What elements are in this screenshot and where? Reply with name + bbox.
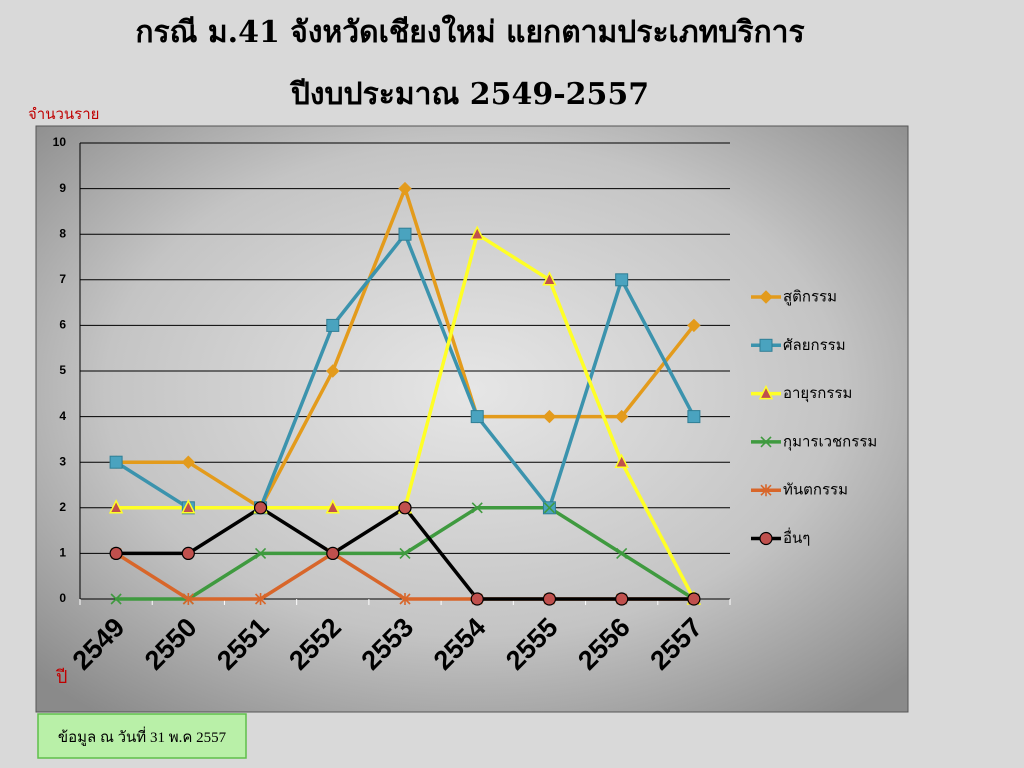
marker <box>181 499 196 514</box>
marker <box>615 592 629 606</box>
legend-label: ศัลยกรรม <box>783 336 846 354</box>
x-axis-label: ปี <box>56 667 68 687</box>
marker <box>615 273 629 287</box>
title-line: ปีงบประมาณ 2549-2557 <box>289 77 649 112</box>
marker <box>326 364 340 378</box>
marker <box>109 546 123 561</box>
legend-item: ศัลยกรรม <box>751 336 846 354</box>
y-tick-label: 8 <box>59 226 66 240</box>
marker <box>254 547 267 559</box>
title-line: กรณี ม.41 จังหวัดเชียงใหม่ แยกตามประเภทบ… <box>135 14 804 50</box>
legend-label: อายุรกรรม <box>783 384 852 403</box>
marker <box>109 455 123 469</box>
marker <box>253 501 268 515</box>
marker <box>254 593 267 605</box>
y-tick-label: 9 <box>59 181 66 195</box>
marker <box>687 318 701 333</box>
legend-marker <box>760 484 772 497</box>
legend-marker <box>760 436 772 448</box>
y-axis-label: จำนวนราย <box>28 105 99 123</box>
legend-item: สูติกรรม <box>751 288 837 306</box>
legend-label: อื่นๆ <box>783 527 810 547</box>
y-tick-label: 5 <box>59 363 66 377</box>
y-tick-label: 3 <box>59 454 66 468</box>
legend-marker <box>759 531 773 546</box>
marker <box>542 592 557 606</box>
legend-item: อายุรกรรม <box>751 384 852 403</box>
marker <box>325 499 340 514</box>
marker <box>687 592 701 606</box>
y-tick-label: 2 <box>59 500 66 514</box>
marker <box>326 318 340 332</box>
marker <box>543 502 556 514</box>
note-bg <box>37 713 247 759</box>
y-tick-label: 7 <box>59 272 66 286</box>
marker <box>542 409 557 424</box>
marker <box>399 593 411 605</box>
marker <box>399 547 411 559</box>
y-tick-label: 4 <box>59 409 66 423</box>
y-tick-label: 0 <box>59 591 66 605</box>
legend-item: อื่นๆ <box>751 527 810 547</box>
note-box: ข้อมูล ณ วันที่ 31 พ.ค 2557 <box>37 713 247 759</box>
marker <box>471 502 483 514</box>
marker <box>398 227 412 241</box>
marker <box>398 501 412 515</box>
y-tick-label: 6 <box>59 318 66 332</box>
marker <box>181 455 196 469</box>
marker <box>614 453 629 468</box>
note: ข้อมูล ณ วันที่ 31 พ.ค 2557 <box>58 726 227 746</box>
y-tick-label: 10 <box>53 135 67 149</box>
y-tick-label: 1 <box>59 546 66 560</box>
legend-marker <box>759 290 773 304</box>
marker <box>614 409 629 424</box>
marker <box>616 547 628 559</box>
marker <box>110 593 122 605</box>
marker <box>108 499 124 514</box>
legend-label: กุมารเวชกรรม <box>783 432 877 451</box>
marker <box>542 271 557 286</box>
legend-marker <box>759 338 773 352</box>
legend-item: กุมารเวชกรรม <box>751 432 877 451</box>
marker <box>470 410 484 424</box>
legend-item: ทันตกรรม <box>751 481 848 499</box>
marker <box>470 225 485 240</box>
marker <box>326 546 340 561</box>
marker <box>398 181 412 196</box>
marker <box>470 592 484 606</box>
legend-label: สูติกรรม <box>783 288 837 306</box>
marker <box>182 593 194 605</box>
legend-label: ทันตกรรม <box>783 481 848 499</box>
legend-marker <box>758 384 774 400</box>
marker <box>181 546 195 561</box>
marker <box>687 410 701 424</box>
